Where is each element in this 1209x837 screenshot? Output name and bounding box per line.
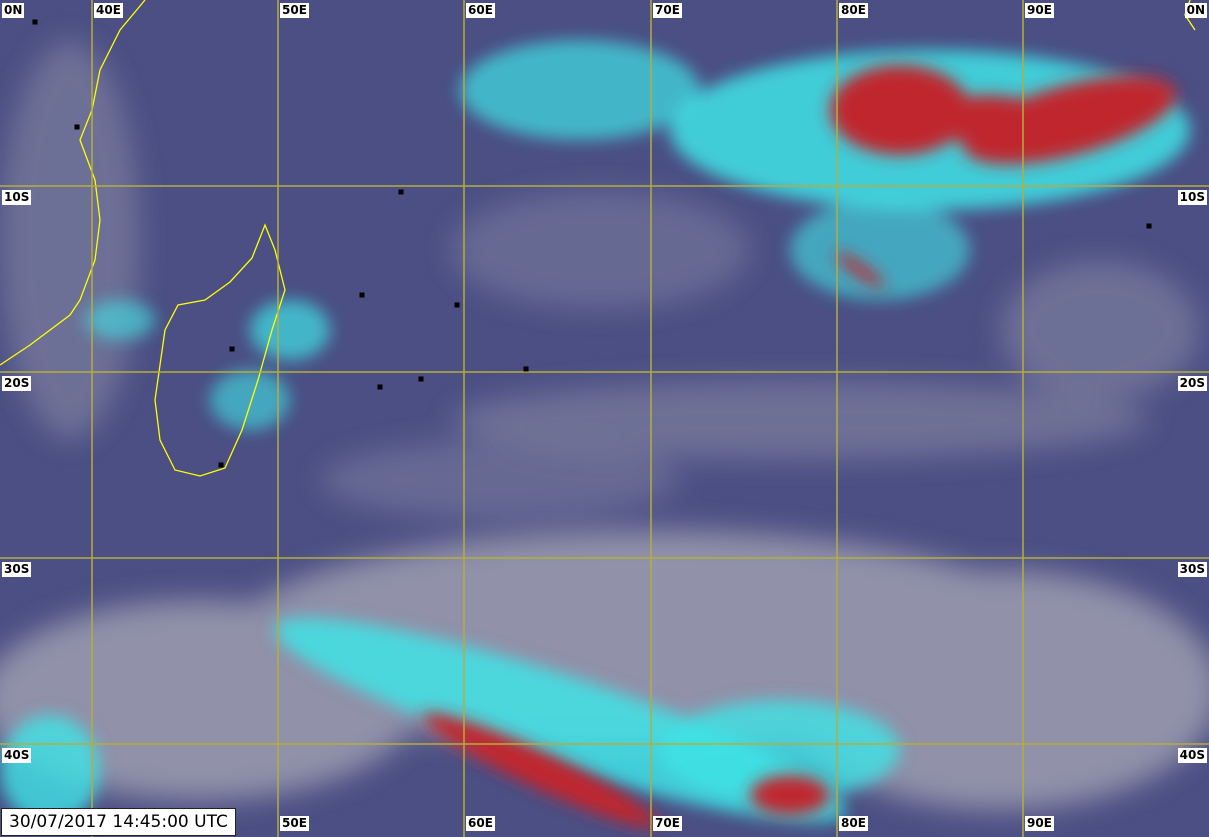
station-marker-icon (377, 384, 383, 390)
station-marker-icon (218, 462, 224, 468)
equator-label-left: 0N (2, 3, 25, 18)
station-marker-icon (454, 302, 460, 308)
station-marker-icon (523, 366, 529, 372)
latitude-label-right: 20S (1177, 376, 1207, 391)
latitude-label-left: 10S (2, 190, 32, 205)
latitude-label-left: 20S (2, 376, 32, 391)
longitude-label-top: 60E (466, 3, 495, 18)
latitude-label-right: 10S (1177, 190, 1207, 205)
longitude-label-bottom: 90E (1025, 816, 1054, 831)
station-marker-icon (1146, 223, 1152, 229)
station-marker-icon (398, 189, 404, 195)
station-marker-icon (359, 292, 365, 298)
madagascar-coastline (154, 223, 286, 477)
latitude-label-left: 30S (2, 562, 32, 577)
latitude-label-left: 40S (2, 748, 32, 763)
longitude-label-bottom: 50E (280, 816, 309, 831)
station-marker-icon (418, 376, 424, 382)
latitude-label-right: 40S (1177, 748, 1207, 763)
station-marker-icon (229, 346, 235, 352)
longitude-label-top: 70E (653, 3, 682, 18)
very-cold-cloud-layer (421, 65, 1177, 828)
equator-label-right: 0N (1184, 3, 1207, 18)
station-marker-icon (74, 124, 80, 130)
latitude-label-right: 30S (1177, 562, 1207, 577)
stations (32, 19, 1152, 468)
longitude-label-top: 80E (839, 3, 868, 18)
longitude-label-bottom: 60E (466, 816, 495, 831)
longitude-label-bottom: 70E (653, 816, 682, 831)
timestamp: 30/07/2017 14:45:00 UTC (1, 808, 236, 836)
africa-coastline (0, 0, 146, 366)
longitude-label-top: 50E (280, 3, 309, 18)
longitude-label-top: 90E (1025, 3, 1054, 18)
station-marker-icon (32, 19, 38, 25)
longitude-label-bottom: 80E (839, 816, 868, 831)
longitude-label-top: 40E (94, 3, 123, 18)
